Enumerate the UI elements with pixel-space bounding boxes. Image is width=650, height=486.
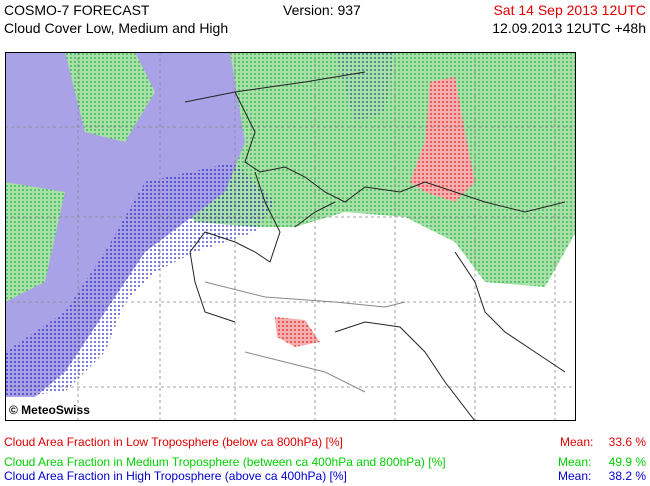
borders <box>184 71 566 421</box>
grid <box>5 52 576 421</box>
medium-cloud <box>65 52 155 142</box>
subtitle: Cloud Cover Low, Medium and High <box>4 20 229 36</box>
copyright: © MeteoSwiss <box>9 403 90 417</box>
cloud-fields <box>5 52 576 397</box>
title: COSMO-7 FORECAST <box>4 2 150 18</box>
mean-label: Mean: <box>558 469 592 483</box>
map: © MeteoSwiss <box>5 52 576 421</box>
high-cloud-dots <box>335 52 395 122</box>
low-cloud <box>275 317 320 347</box>
high-cloud-dots <box>5 162 275 397</box>
legend-label: Cloud Area Fraction in Medium Tropospher… <box>4 455 446 469</box>
map-frame <box>5 52 576 421</box>
valid-time: Sat 14 Sep 2013 12UTC <box>493 2 646 18</box>
version: Version: 937 <box>283 2 361 18</box>
run-time: 12.09.2013 12UTC +48h <box>492 20 646 36</box>
low-cloud <box>410 77 475 202</box>
mean-label: Mean: <box>558 455 592 469</box>
mean-value: 49.9 % <box>608 455 646 469</box>
mean-label: Mean: <box>560 435 594 449</box>
medium-cloud <box>5 182 65 302</box>
mean-value: 33.6 % <box>608 435 646 449</box>
rivers <box>204 281 406 393</box>
legend-label: Cloud Area Fraction in Low Troposphere (… <box>4 435 343 449</box>
mean-value: 38.2 % <box>608 469 646 483</box>
legend-label: Cloud Area Fraction in High Troposphere … <box>4 469 347 483</box>
